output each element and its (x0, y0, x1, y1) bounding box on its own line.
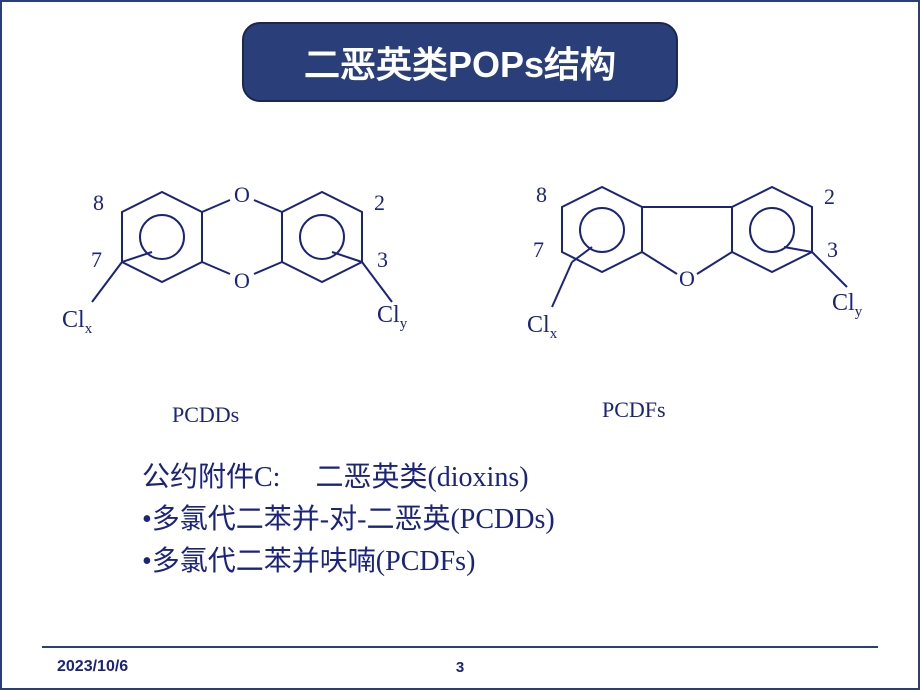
o-bottom-label: O (234, 268, 250, 293)
pos7-label-r: 7 (533, 237, 544, 262)
clx-label: Clx (62, 307, 93, 337)
pos8-label: 8 (93, 190, 104, 215)
pcdds-caption: PCDDs (172, 402, 239, 428)
body-line-2: •多氯代二苯并-对-二恶英(PCDDs) (142, 499, 555, 541)
footer-page-number: 3 (456, 659, 464, 676)
cly-label-r: Cly (832, 290, 863, 320)
pos2-label-r: 2 (824, 184, 835, 209)
o-top-label: O (234, 182, 250, 207)
cly-label: Cly (377, 302, 408, 332)
slide-frame: 二恶英类POPs结构 (0, 0, 920, 690)
diagram-area: O O 2 3 7 8 Clx Cly (2, 152, 918, 412)
o-label: O (679, 266, 695, 291)
clx-label-r: Clx (527, 312, 558, 342)
pos3-label: 3 (377, 247, 388, 272)
pcdfs-caption: PCDFs (602, 397, 666, 423)
body-text: 公约附件C: 二恶英类(dioxins) •多氯代二苯并-对-二恶英(PCDDs… (142, 457, 555, 583)
pos7-label: 7 (91, 247, 102, 272)
pcdfs-structure: O 2 3 7 8 Clx Cly (502, 152, 882, 372)
pcdds-structure: O O 2 3 7 8 Clx Cly (62, 152, 422, 372)
footer-date: 2023/10/6 (57, 658, 128, 676)
pos2-label: 2 (374, 190, 385, 215)
footer-divider (42, 646, 878, 648)
pos3-label-r: 3 (827, 237, 838, 262)
slide-title: 二恶英类POPs结构 (242, 22, 678, 102)
body-line-3: •多氯代二苯并呋喃(PCDFs) (142, 541, 555, 583)
pos8-label-r: 8 (536, 182, 547, 207)
body-line-1: 公约附件C: 二恶英类(dioxins) (142, 457, 555, 499)
